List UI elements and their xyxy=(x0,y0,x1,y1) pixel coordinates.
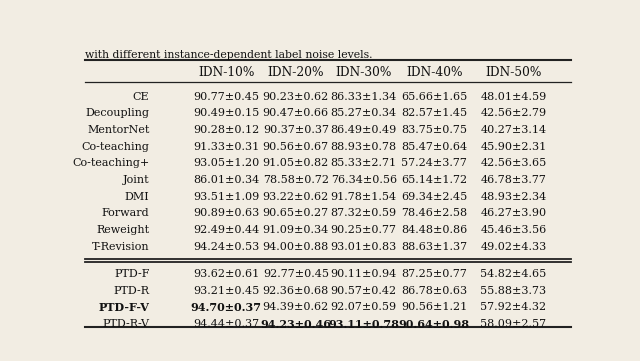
Text: 40.27±3.14: 40.27±3.14 xyxy=(481,125,547,135)
Text: PTD-R-V: PTD-R-V xyxy=(102,319,150,329)
Text: 93.21±0.45: 93.21±0.45 xyxy=(193,286,259,296)
Text: 86.49±0.49: 86.49±0.49 xyxy=(331,125,397,135)
Text: 91.09±0.34: 91.09±0.34 xyxy=(262,225,329,235)
Text: Co-teaching: Co-teaching xyxy=(81,142,150,152)
Text: 69.34±2.45: 69.34±2.45 xyxy=(401,192,467,202)
Text: PTD-F-V: PTD-F-V xyxy=(99,302,150,313)
Text: Co-teaching+: Co-teaching+ xyxy=(72,158,150,168)
Text: 82.57±1.45: 82.57±1.45 xyxy=(401,108,467,118)
Text: 42.56±2.79: 42.56±2.79 xyxy=(481,108,547,118)
Text: 92.49±0.44: 92.49±0.44 xyxy=(193,225,259,235)
Text: 86.33±1.34: 86.33±1.34 xyxy=(331,92,397,102)
Text: PTD-F: PTD-F xyxy=(114,269,150,279)
Text: Decoupling: Decoupling xyxy=(86,108,150,118)
Text: 83.75±0.75: 83.75±0.75 xyxy=(401,125,467,135)
Text: MentorNet: MentorNet xyxy=(87,125,150,135)
Text: 85.47±0.64: 85.47±0.64 xyxy=(401,142,467,152)
Text: 78.46±2.58: 78.46±2.58 xyxy=(401,208,467,218)
Text: 90.65±0.27: 90.65±0.27 xyxy=(262,208,329,218)
Text: 90.77±0.45: 90.77±0.45 xyxy=(193,92,259,102)
Text: IDN-50%: IDN-50% xyxy=(485,66,541,79)
Text: 90.25±0.77: 90.25±0.77 xyxy=(331,225,397,235)
Text: 93.05±1.20: 93.05±1.20 xyxy=(193,158,259,168)
Text: 48.93±2.34: 48.93±2.34 xyxy=(481,192,547,202)
Text: 91.05±0.82: 91.05±0.82 xyxy=(262,158,329,168)
Text: DMI: DMI xyxy=(125,192,150,202)
Text: 90.89±0.63: 90.89±0.63 xyxy=(193,208,259,218)
Text: 78.58±0.72: 78.58±0.72 xyxy=(263,175,329,185)
Text: 85.33±2.71: 85.33±2.71 xyxy=(331,158,397,168)
Text: 94.70±0.37: 94.70±0.37 xyxy=(191,302,262,313)
Text: 88.93±0.78: 88.93±0.78 xyxy=(331,142,397,152)
Text: 90.64±0.98: 90.64±0.98 xyxy=(399,318,470,330)
Text: 92.07±0.59: 92.07±0.59 xyxy=(331,303,397,312)
Text: 93.51±1.09: 93.51±1.09 xyxy=(193,192,259,202)
Text: 55.88±3.73: 55.88±3.73 xyxy=(481,286,547,296)
Text: 90.49±0.15: 90.49±0.15 xyxy=(193,108,259,118)
Text: 87.32±0.59: 87.32±0.59 xyxy=(331,208,397,218)
Text: 57.24±3.77: 57.24±3.77 xyxy=(401,158,467,168)
Text: 91.78±1.54: 91.78±1.54 xyxy=(331,192,397,202)
Text: 92.77±0.45: 92.77±0.45 xyxy=(263,269,329,279)
Text: IDN-10%: IDN-10% xyxy=(198,66,255,79)
Text: 84.48±0.86: 84.48±0.86 xyxy=(401,225,467,235)
Text: PTD-R: PTD-R xyxy=(113,286,150,296)
Text: 88.63±1.37: 88.63±1.37 xyxy=(401,242,467,252)
Text: 90.23±0.62: 90.23±0.62 xyxy=(262,92,329,102)
Text: 48.01±4.59: 48.01±4.59 xyxy=(481,92,547,102)
Text: 76.34±0.56: 76.34±0.56 xyxy=(331,175,397,185)
Text: 90.47±0.66: 90.47±0.66 xyxy=(262,108,329,118)
Text: 58.09±2.57: 58.09±2.57 xyxy=(481,319,547,329)
Text: 65.66±1.65: 65.66±1.65 xyxy=(401,92,467,102)
Text: 45.46±3.56: 45.46±3.56 xyxy=(481,225,547,235)
Text: 46.78±3.77: 46.78±3.77 xyxy=(481,175,547,185)
Text: IDN-30%: IDN-30% xyxy=(335,66,392,79)
Text: 90.28±0.12: 90.28±0.12 xyxy=(193,125,259,135)
Text: 94.39±0.62: 94.39±0.62 xyxy=(262,303,329,312)
Text: 90.37±0.37: 90.37±0.37 xyxy=(263,125,329,135)
Text: 45.90±2.31: 45.90±2.31 xyxy=(481,142,547,152)
Text: 90.57±0.42: 90.57±0.42 xyxy=(331,286,397,296)
Text: Joint: Joint xyxy=(123,175,150,185)
Text: 46.27±3.90: 46.27±3.90 xyxy=(481,208,547,218)
Text: 54.82±4.65: 54.82±4.65 xyxy=(481,269,547,279)
Text: T-Revision: T-Revision xyxy=(92,242,150,252)
Text: Forward: Forward xyxy=(102,208,150,218)
Text: 87.25±0.77: 87.25±0.77 xyxy=(401,269,467,279)
Text: 90.56±0.67: 90.56±0.67 xyxy=(262,142,329,152)
Text: IDN-40%: IDN-40% xyxy=(406,66,462,79)
Text: 94.44±0.37: 94.44±0.37 xyxy=(193,319,259,329)
Text: 92.36±0.68: 92.36±0.68 xyxy=(262,286,329,296)
Text: 94.00±0.88: 94.00±0.88 xyxy=(262,242,329,252)
Text: 93.22±0.62: 93.22±0.62 xyxy=(262,192,329,202)
Text: 65.14±1.72: 65.14±1.72 xyxy=(401,175,467,185)
Text: 42.56±3.65: 42.56±3.65 xyxy=(481,158,547,168)
Text: 91.33±0.31: 91.33±0.31 xyxy=(193,142,259,152)
Text: 85.27±0.34: 85.27±0.34 xyxy=(331,108,397,118)
Text: 93.11±0.78: 93.11±0.78 xyxy=(328,318,399,330)
Text: 49.02±4.33: 49.02±4.33 xyxy=(481,242,547,252)
Text: 57.92±4.32: 57.92±4.32 xyxy=(481,303,547,312)
Text: with different instance-dependent label noise levels.: with different instance-dependent label … xyxy=(85,50,372,60)
Text: IDN-20%: IDN-20% xyxy=(268,66,324,79)
Text: 90.11±0.94: 90.11±0.94 xyxy=(331,269,397,279)
Text: 93.01±0.83: 93.01±0.83 xyxy=(331,242,397,252)
Text: CE: CE xyxy=(133,92,150,102)
Text: Reweight: Reweight xyxy=(96,225,150,235)
Text: 86.78±0.63: 86.78±0.63 xyxy=(401,286,467,296)
Text: 86.01±0.34: 86.01±0.34 xyxy=(193,175,259,185)
Text: 90.56±1.21: 90.56±1.21 xyxy=(401,303,467,312)
Text: 94.24±0.53: 94.24±0.53 xyxy=(193,242,259,252)
Text: 93.62±0.61: 93.62±0.61 xyxy=(193,269,259,279)
Text: 94.23±0.46: 94.23±0.46 xyxy=(260,318,332,330)
